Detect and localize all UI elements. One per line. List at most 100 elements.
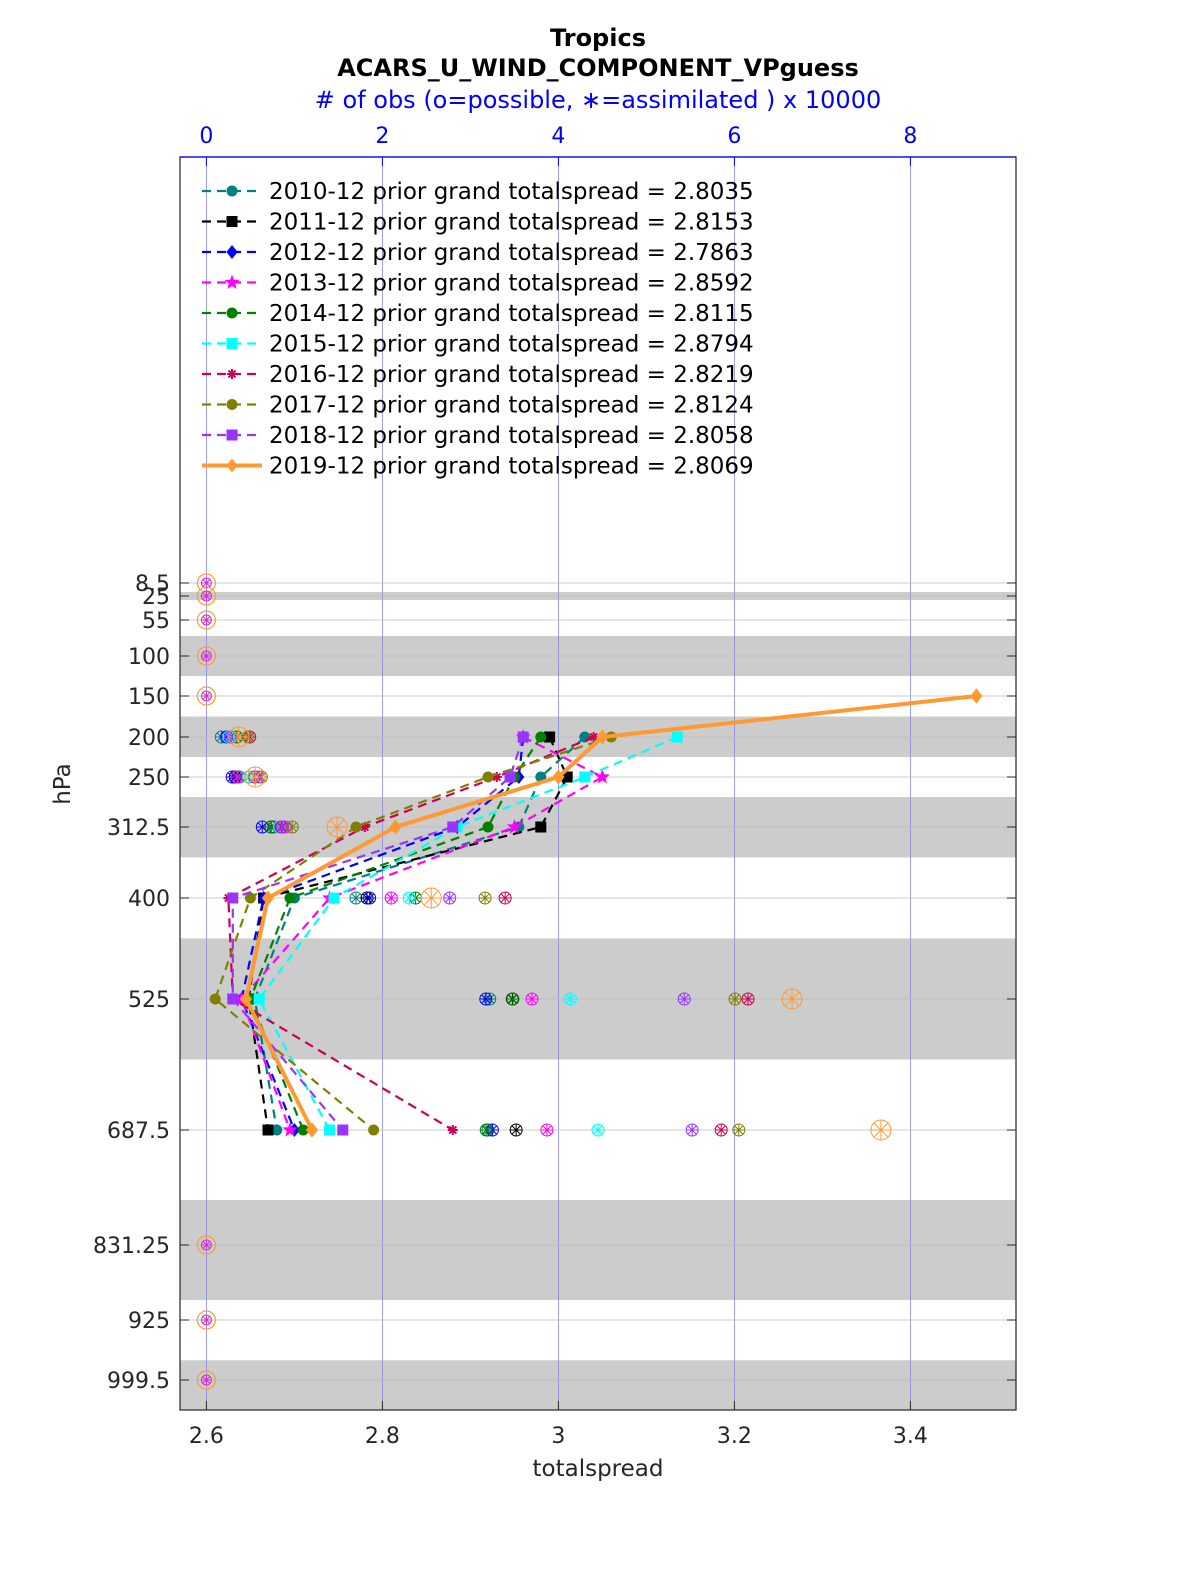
obs-assimilated-marker xyxy=(715,1124,728,1136)
obs-assimilated-marker xyxy=(729,993,742,1005)
series-point xyxy=(447,821,459,833)
x-tick-label: 3 xyxy=(551,1424,565,1449)
asterisk-stroke xyxy=(511,1125,521,1135)
obs-assimilated-marker xyxy=(732,1124,745,1136)
asterisk-stroke xyxy=(508,994,518,1004)
series-point xyxy=(227,993,239,1005)
top-tick-label: 2 xyxy=(375,124,389,149)
obs-assimilated-marker xyxy=(506,993,519,1005)
obs-zero-marker xyxy=(196,586,216,606)
x-axis-label: totalspread xyxy=(533,1456,664,1482)
obs-zero-marker xyxy=(196,646,216,666)
x-tick-label: 2.8 xyxy=(365,1424,400,1449)
series-point xyxy=(596,729,609,745)
asterisk-stroke xyxy=(492,772,502,782)
series-line xyxy=(231,736,525,1131)
obs-assimilated-marker xyxy=(870,1120,891,1140)
obs-assimilated-marker xyxy=(201,1315,212,1325)
legend-marker xyxy=(226,216,238,227)
asterisk-stroke xyxy=(202,592,211,600)
obs-assimilated-marker xyxy=(327,817,348,837)
asterisk-stroke xyxy=(593,1125,603,1135)
obs-assimilated-marker xyxy=(526,993,538,1005)
series-point xyxy=(253,993,265,1005)
series-line xyxy=(247,736,569,1131)
series-point xyxy=(209,993,221,1005)
obs-assimilated-marker xyxy=(592,1124,604,1136)
legend-label: 2017-12 prior grand totalspread = 2.8124 xyxy=(269,393,754,419)
obs-assimilated-marker xyxy=(479,993,492,1005)
series-point xyxy=(368,1124,380,1136)
y-tick-label: 100 xyxy=(128,645,170,670)
asterisk-stroke xyxy=(202,692,211,700)
obs-assimilated-marker xyxy=(564,993,577,1005)
obs-zero-marker xyxy=(196,1310,216,1330)
asterisk-stroke xyxy=(423,890,439,906)
obs-assimilated-marker xyxy=(421,888,442,908)
obs-assimilated-marker xyxy=(499,892,512,904)
asterisk-stroke xyxy=(687,1125,697,1135)
obs-zero-marker xyxy=(196,1235,216,1255)
top-tick-label: 8 xyxy=(903,124,917,149)
series-line xyxy=(227,735,595,1131)
obs-assimilated-marker xyxy=(350,892,362,904)
asterisk-stroke xyxy=(448,1125,458,1135)
obs-assimilated-marker xyxy=(479,892,492,904)
obs-markers xyxy=(196,573,892,1390)
asterisk-stroke xyxy=(202,1316,211,1324)
legend-marker xyxy=(226,307,238,319)
asterisk-stroke xyxy=(202,652,211,660)
series-lines xyxy=(209,688,983,1138)
legend-label: 2013-12 prior grand totalspread = 2.8592 xyxy=(269,271,754,297)
asterisk-stroke xyxy=(386,893,396,903)
y-tick-label: 312.5 xyxy=(107,816,170,841)
series-point xyxy=(328,892,340,904)
series-point xyxy=(262,1124,274,1136)
series-point xyxy=(389,819,402,835)
asterisk-stroke xyxy=(351,893,361,903)
legend-marker xyxy=(226,458,238,473)
asterisk-stroke xyxy=(445,893,455,903)
asterisk-stroke xyxy=(589,732,598,742)
asterisk-stroke xyxy=(202,1376,211,1384)
y-tick-label: 400 xyxy=(128,887,170,912)
obs-assimilated-marker xyxy=(256,821,269,833)
legend-label: 2014-12 prior grand totalspread = 2.8115 xyxy=(269,301,754,327)
obs-assimilated-marker xyxy=(782,989,803,1009)
legend-label: 2010-12 prior grand totalspread = 2.8035 xyxy=(269,179,754,205)
series-point xyxy=(350,821,362,833)
asterisk-stroke xyxy=(232,772,242,782)
y-axis-label: hPa xyxy=(50,763,76,805)
asterisk-stroke xyxy=(257,822,267,832)
asterisk-stroke xyxy=(743,994,753,1004)
asterisk-stroke xyxy=(730,994,740,1004)
obs-zero-marker xyxy=(196,1370,216,1390)
series-point xyxy=(671,731,683,743)
series-line xyxy=(240,736,605,1131)
series-point xyxy=(227,892,239,904)
asterisk-stroke xyxy=(202,1241,211,1249)
obs-assimilated-marker xyxy=(742,993,755,1005)
obs-assimilated-marker xyxy=(540,1124,553,1136)
obs-assimilated-marker xyxy=(231,771,244,783)
obs-assimilated-marker xyxy=(443,892,456,904)
obs-zero-marker xyxy=(196,610,216,630)
series-point xyxy=(594,769,610,784)
series-point xyxy=(482,771,494,783)
legend-label: 2019-12 prior grand totalspread = 2.8069 xyxy=(269,454,754,480)
asterisk-stroke xyxy=(360,822,370,832)
asterisk-stroke xyxy=(481,994,491,1004)
asterisk-stroke xyxy=(500,893,510,903)
series-point xyxy=(324,1124,336,1136)
top-axis-label: # of obs (o=possible, ∗=assimilated ) x … xyxy=(315,86,881,114)
asterisk-stroke xyxy=(329,819,345,835)
asterisk-stroke xyxy=(481,1125,491,1135)
legend-label: 2018-12 prior grand totalspread = 2.8058 xyxy=(269,423,754,449)
series-point xyxy=(337,1124,349,1136)
obs-assimilated-marker xyxy=(385,892,398,904)
obs-assimilated-marker xyxy=(245,767,266,787)
asterisk-stroke xyxy=(527,994,537,1004)
legend-label: 2015-12 prior grand totalspread = 2.8794 xyxy=(269,332,754,358)
